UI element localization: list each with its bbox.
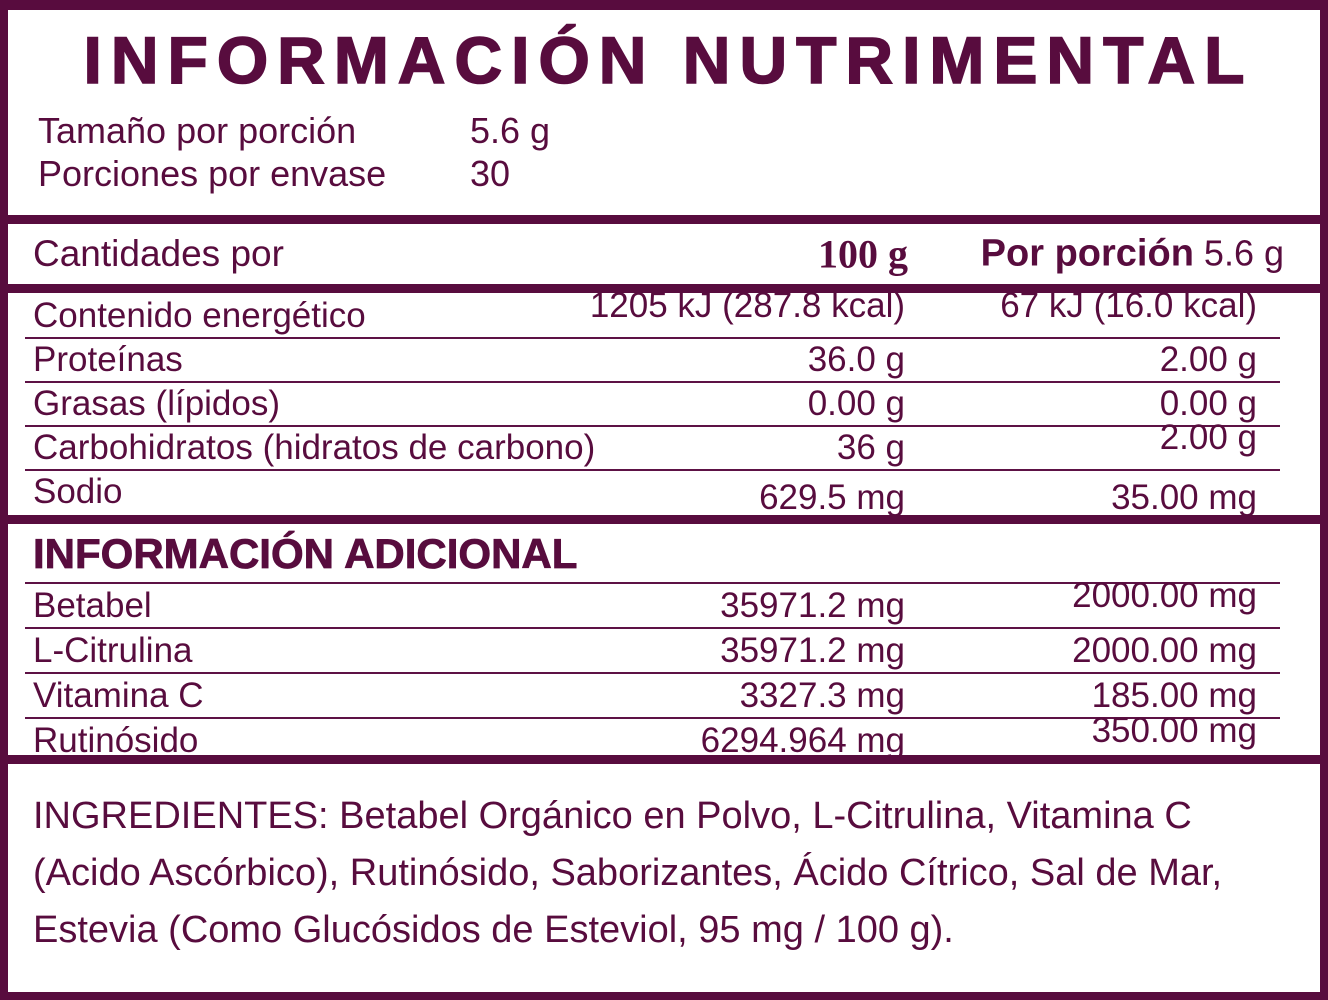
portion-header-value: 5.6 g (1203, 232, 1284, 274)
column-header-portion: Por porción 5.6 g (981, 233, 1284, 276)
value-per-portion: 2000.00 mg (1072, 575, 1257, 615)
row-divider (25, 425, 1280, 427)
title-section: INFORMACIÓN NUTRIMENTAL Tamaño por porci… (8, 10, 1320, 215)
ingredients-text-line: INGREDIENTES: Betabel Orgánico en Polvo,… (33, 795, 1192, 837)
value-per-100g: 35971.2 mg (720, 585, 905, 625)
servings-per-container-value: 30 (470, 152, 511, 194)
value-per-portion: 2000.00 mg (1072, 630, 1257, 670)
ingredient-label: L-Citrulina (33, 630, 193, 670)
ingredient-label: Rutinósido (33, 720, 199, 760)
serving-size-value: 5.6 g (470, 109, 551, 151)
value-per-portion: 350.00 mg (1091, 710, 1257, 750)
value-per-portion: 0.00 g (1159, 384, 1257, 423)
nutrient-label: Proteínas (33, 340, 183, 379)
nutrients-table: Contenido energético 1205 kJ (287.8 kcal… (8, 286, 1320, 517)
ingredient-label: Betabel (33, 585, 152, 625)
table-row: Grasas (lípidos) 0.00 g 0.00 g (8, 383, 1320, 425)
row-divider (25, 717, 1280, 719)
row-divider (25, 627, 1280, 629)
row-divider (25, 582, 1280, 584)
amounts-header: Cantidades por 100 g Por porción 5.6 g (8, 224, 1320, 284)
table-row: Proteínas 36.0 g 2.00 g (8, 339, 1320, 381)
table-row: L-Citrulina 35971.2 mg 2000.00 mg (8, 629, 1320, 672)
value-per-100g: 3327.3 mg (739, 675, 905, 715)
serving-info: Tamaño por porción 5.6 g Porciones por e… (8, 109, 1320, 195)
additional-info-table: INFORMACIÓN ADICIONAL Betabel 35971.2 mg… (8, 524, 1320, 760)
value-per-100g: 629.5 mg (759, 478, 905, 517)
amounts-per-label: Cantidades por (33, 233, 284, 274)
value-per-portion: 185.00 mg (1091, 675, 1257, 715)
serving-size-row: Tamaño por porción 5.6 g (38, 109, 1320, 152)
additional-info-heading: INFORMACIÓN ADICIONAL (33, 530, 578, 578)
table-row: Carbohidratos (hidratos de carbono) 36 g… (8, 418, 1320, 469)
row-divider (25, 672, 1280, 674)
value-per-portion: 35.00 mg (1111, 478, 1257, 517)
page-title: INFORMACIÓN NUTRIMENTAL (83, 23, 1254, 97)
value-per-100g: 35971.2 mg (720, 630, 905, 670)
table-row: Vitamina C 3327.3 mg 185.00 mg (8, 674, 1320, 717)
value-per-100g: 0.00 g (807, 384, 905, 423)
row-divider (25, 381, 1280, 383)
table-row: Sodio 629.5 mg 35.00 mg (8, 471, 1320, 517)
portion-header-label: Por porción (980, 232, 1194, 275)
value-per-100g: 36 g (836, 428, 905, 467)
table-row: Betabel 35971.2 mg 2000.00 mg (8, 576, 1320, 627)
nutrient-label: Grasas (lípidos) (33, 384, 281, 423)
table-row: Contenido energético 1205 kJ (287.8 kcal… (8, 286, 1320, 337)
value-per-portion: 2.00 g (1159, 418, 1257, 457)
row-divider (25, 469, 1280, 471)
servings-per-container-label: Porciones por envase (38, 152, 387, 194)
ingredients-text-line: (Acido Ascórbico), Rutinósido, Saborizan… (33, 852, 1223, 894)
ingredients-text-line: Estevia (Como Glucósidos de Esteviol, 95… (33, 909, 954, 951)
ingredients-section: INGREDIENTES: Betabel Orgánico en Polvo,… (8, 764, 1320, 992)
value-per-100g: 1205 kJ (287.8 kcal) (589, 286, 905, 325)
value-per-100g: 6294.964 mg (700, 720, 905, 760)
nutrient-label: Carbohidratos (hidratos de carbono) (33, 428, 596, 467)
servings-per-container-row: Porciones por envase 30 (38, 152, 1320, 195)
value-per-portion: 2.00 g (1159, 340, 1257, 379)
row-divider (25, 337, 1280, 339)
value-per-portion: 67 kJ (16.0 kcal) (1000, 286, 1257, 325)
value-per-100g: 36.0 g (807, 340, 905, 379)
ingredient-label: Vitamina C (33, 675, 204, 715)
nutrient-label: Sodio (33, 472, 123, 511)
serving-size-label: Tamaño por porción (38, 109, 357, 151)
table-row: Rutinósido 6294.964 mg 350.00 mg (8, 711, 1320, 762)
nutrient-label: Contenido energético (33, 296, 366, 335)
column-header-100g: 100 g (818, 231, 908, 277)
